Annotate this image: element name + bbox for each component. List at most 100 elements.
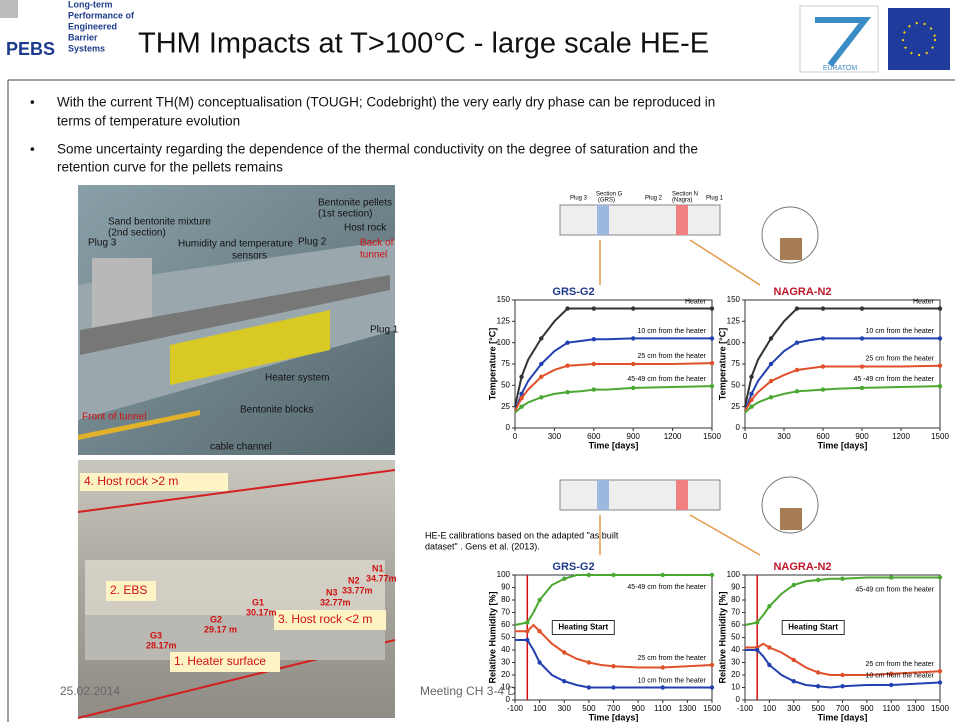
schematic-label: Plug 1 <box>706 196 724 202</box>
series-label: 45-49 cm from the heater <box>627 376 706 383</box>
data-point <box>539 336 543 340</box>
label: Bentonite pellets <box>318 198 392 209</box>
cross-section-block <box>780 508 802 530</box>
data-point <box>562 650 566 654</box>
x-axis-label: Time [days] <box>818 712 868 722</box>
y-tick-label: 90 <box>501 583 510 592</box>
y-tick-label: 100 <box>497 570 511 579</box>
data-point <box>562 577 566 581</box>
data-point <box>539 395 543 399</box>
sensor-label: 30.17m <box>246 607 277 617</box>
x-tick-label: 1200 <box>664 432 682 441</box>
x-tick-label: 300 <box>787 704 801 713</box>
y-tick-label: 150 <box>727 295 741 304</box>
plot-area <box>745 575 940 700</box>
bullet-dot: • <box>30 142 35 157</box>
data-point <box>587 685 591 689</box>
data-point <box>860 364 864 368</box>
x-tick-label: 100 <box>763 704 777 713</box>
y-tick-label: 60 <box>501 620 510 629</box>
data-point <box>710 384 714 388</box>
data-point <box>795 306 799 310</box>
data-point <box>860 306 864 310</box>
data-point <box>860 336 864 340</box>
data-point <box>565 390 569 394</box>
data-point <box>755 620 759 624</box>
data-point <box>749 375 753 379</box>
y-tick-label: 0 <box>506 695 511 704</box>
data-point <box>755 648 759 652</box>
x-tick-label: 1100 <box>654 704 672 713</box>
sensor-label: N1 <box>372 563 384 573</box>
logo-line: Long-term <box>68 0 113 9</box>
data-point <box>767 645 771 649</box>
data-point <box>767 604 771 608</box>
data-point <box>860 386 864 390</box>
data-point <box>938 575 942 579</box>
section-g <box>597 480 609 510</box>
data-point <box>539 375 543 379</box>
label: sensors <box>232 251 267 262</box>
y-tick-label: 40 <box>501 645 510 654</box>
label: 4. Host rock >2 m <box>84 474 178 488</box>
y-tick-label: 40 <box>731 645 740 654</box>
data-point <box>938 336 942 340</box>
bullet-text: retention curve for the pellets remains <box>57 160 283 175</box>
data-point <box>519 375 523 379</box>
y-axis-label: Relative Humidity [%] <box>717 591 727 683</box>
x-tick-label: 100 <box>533 704 547 713</box>
data-point <box>592 362 596 366</box>
data-point <box>821 364 825 368</box>
y-tick-label: 70 <box>501 608 510 617</box>
sensor-label: 34.77m <box>366 573 397 583</box>
series-label: 45-49 cm from the heater <box>855 586 934 593</box>
data-point <box>769 336 773 340</box>
series-label: 10 cm from the heater <box>866 328 935 335</box>
data-point <box>587 573 591 577</box>
plot-area <box>745 300 940 428</box>
data-point <box>539 362 543 366</box>
data-point <box>631 336 635 340</box>
data-point <box>661 665 665 669</box>
y-tick-label: 0 <box>736 695 741 704</box>
annotation: Heating Start <box>788 623 838 632</box>
data-point <box>710 663 714 667</box>
data-point <box>840 673 844 677</box>
data-point <box>562 679 566 683</box>
sensor-label: G1 <box>252 597 264 607</box>
data-point <box>592 306 596 310</box>
data-point <box>938 306 942 310</box>
label: Sand bentonite mixture <box>108 217 211 228</box>
data-point <box>769 362 773 366</box>
data-point <box>592 387 596 391</box>
data-point <box>537 629 541 633</box>
logo-mark <box>0 0 18 18</box>
data-point <box>795 340 799 344</box>
section-n <box>676 205 688 235</box>
y-tick-label: 10 <box>501 683 510 692</box>
x-tick-label: 0 <box>513 432 518 441</box>
section-n <box>676 480 688 510</box>
series-label: Heater <box>685 298 707 305</box>
data-point <box>938 384 942 388</box>
series-label: 10 cm from the heater <box>866 672 935 679</box>
annotation: Heating Start <box>558 623 608 632</box>
x-tick-label: 300 <box>558 704 572 713</box>
y-tick-label: 50 <box>731 380 740 389</box>
y-tick-label: 50 <box>501 380 510 389</box>
sensor-label: 29.17 m <box>204 624 237 634</box>
eu-flag <box>888 8 950 70</box>
y-tick-label: 30 <box>501 658 510 667</box>
title: THM Impacts at T>100°C - large scale HE-… <box>138 28 709 60</box>
schematic-label: (Nagra) <box>672 198 692 204</box>
data-point <box>611 573 615 577</box>
y-tick-label: 100 <box>497 338 511 347</box>
data-point <box>938 669 942 673</box>
note: HE-E calibrations based on the adapted "… <box>425 530 619 540</box>
data-point <box>661 573 665 577</box>
x-tick-label: -100 <box>737 704 754 713</box>
logo-line: Engineered <box>68 21 117 31</box>
tunnel-schematic <box>560 205 720 235</box>
x-tick-label: 1500 <box>703 432 721 441</box>
label: (1st section) <box>318 209 372 220</box>
